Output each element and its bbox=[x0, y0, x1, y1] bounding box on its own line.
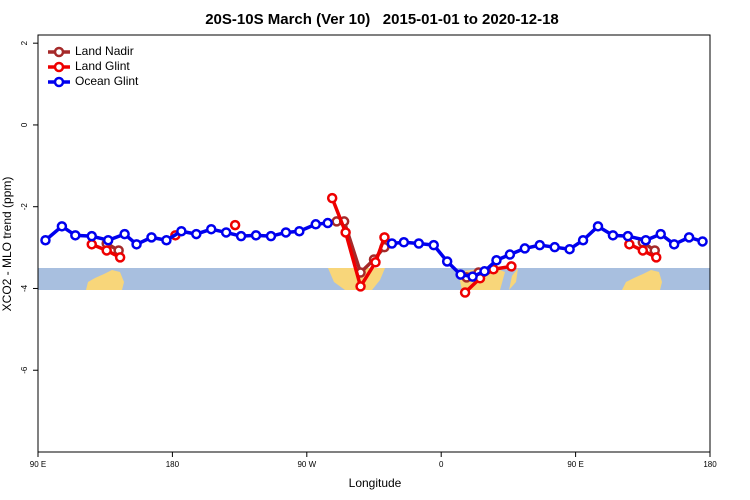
data-point bbox=[229, 219, 241, 231]
map-strip bbox=[38, 268, 710, 290]
land-patch bbox=[622, 270, 662, 290]
data-point bbox=[370, 257, 381, 268]
legend-marker bbox=[53, 76, 65, 88]
data-point bbox=[655, 228, 666, 240]
data-point bbox=[622, 230, 634, 242]
x-axis-label: Longitude bbox=[349, 476, 402, 490]
y-tick-label: -6 bbox=[20, 366, 29, 374]
y-tick-label: 0 bbox=[20, 122, 29, 127]
legend-marker bbox=[53, 61, 65, 73]
data-point bbox=[650, 252, 662, 263]
data-point bbox=[549, 241, 560, 253]
data-point bbox=[131, 239, 142, 250]
data-point bbox=[340, 227, 351, 238]
land-patch bbox=[509, 268, 518, 290]
data-point bbox=[176, 225, 187, 237]
data-point bbox=[119, 228, 130, 240]
data-point bbox=[205, 223, 217, 235]
data-point bbox=[146, 232, 157, 243]
land-patch bbox=[328, 268, 385, 290]
data-point bbox=[250, 230, 262, 241]
data-point bbox=[70, 230, 81, 241]
x-tick-label: 90 E bbox=[567, 460, 583, 469]
data-point bbox=[504, 249, 516, 260]
x-tick-label: 0 bbox=[439, 460, 444, 469]
data-point bbox=[280, 227, 292, 238]
data-point bbox=[220, 227, 232, 238]
data-point bbox=[322, 217, 333, 229]
data-point bbox=[455, 269, 466, 280]
data-point bbox=[491, 255, 502, 266]
data-point bbox=[355, 281, 366, 292]
data-point bbox=[294, 225, 305, 237]
legend-label: Land Glint bbox=[75, 59, 130, 73]
data-point bbox=[265, 230, 277, 242]
data-point bbox=[640, 234, 652, 246]
data-point bbox=[413, 238, 425, 249]
y-tick-label: -4 bbox=[20, 284, 29, 292]
data-point bbox=[398, 237, 410, 248]
data-point bbox=[235, 230, 247, 242]
data-point bbox=[191, 228, 202, 240]
data-point bbox=[607, 230, 619, 241]
data-point bbox=[428, 239, 439, 251]
y-tick-label: -2 bbox=[20, 203, 29, 211]
data-point bbox=[534, 239, 546, 251]
data-point bbox=[441, 256, 453, 267]
data-point bbox=[592, 221, 604, 232]
data-point bbox=[379, 232, 390, 243]
x-tick-label: 180 bbox=[166, 460, 180, 469]
data-point bbox=[479, 266, 490, 277]
data-point bbox=[577, 234, 589, 246]
data-point bbox=[86, 239, 98, 250]
data-point bbox=[386, 238, 398, 249]
y-tick-label: 2 bbox=[20, 40, 29, 45]
data-point bbox=[467, 271, 478, 282]
data-point bbox=[519, 243, 531, 254]
legend-label: Land Nadir bbox=[75, 44, 134, 58]
data-point bbox=[326, 192, 338, 204]
plot-frame bbox=[37, 34, 711, 453]
data-point bbox=[310, 219, 322, 230]
data-point bbox=[102, 234, 114, 246]
data-point bbox=[637, 245, 649, 256]
legend-label: Ocean Glint bbox=[75, 74, 139, 88]
data-point bbox=[506, 261, 517, 272]
data-point bbox=[86, 230, 98, 242]
data-point bbox=[101, 245, 112, 256]
x-tick-label: 90 E bbox=[30, 460, 46, 469]
data-point bbox=[668, 239, 680, 250]
chart-title: 20S-10S March (Ver 10) 2015-01-01 to 202… bbox=[205, 11, 559, 28]
data-point bbox=[683, 232, 695, 243]
data-point bbox=[697, 236, 708, 247]
land-patch bbox=[86, 270, 124, 290]
data-point bbox=[459, 287, 471, 298]
x-tick-label: 180 bbox=[703, 460, 717, 469]
x-tick-label: 90 W bbox=[297, 460, 316, 469]
data-point bbox=[161, 234, 172, 246]
data-point bbox=[624, 239, 635, 250]
y-axis-label: XCO2 - MLO trend (ppm) bbox=[0, 177, 14, 312]
data-point bbox=[40, 234, 51, 246]
data-point bbox=[564, 243, 575, 255]
data-point bbox=[56, 221, 68, 232]
legend-marker bbox=[53, 46, 65, 58]
data-point bbox=[114, 252, 126, 263]
